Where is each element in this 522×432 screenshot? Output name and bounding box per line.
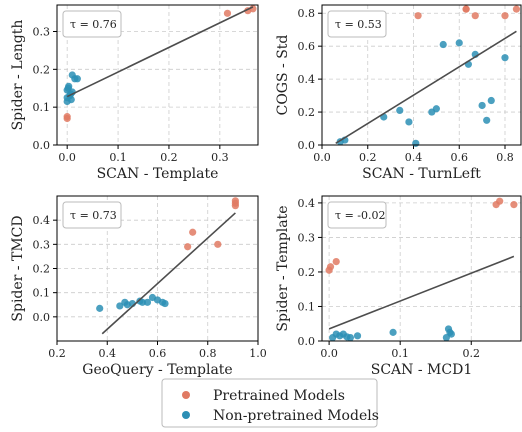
x-tick-label: 0.6 xyxy=(450,151,468,164)
x-tick-label: 0.0 xyxy=(313,151,331,164)
chart-panel-3: 0.2 0.4 0.6 0.8 1.0 0.0 0.1 0.2 0.3 0.4 τ = 0.73 Ge… xyxy=(10,196,267,378)
data-point-nonpretrained xyxy=(65,83,72,90)
y-tick-label: 0.0 xyxy=(33,311,51,324)
data-point-nonpretrained xyxy=(347,334,354,341)
regression-line xyxy=(329,256,514,329)
data-point-pretrained xyxy=(333,258,340,265)
regression-line xyxy=(336,31,517,143)
x-tick-label: 0.0 xyxy=(320,347,338,360)
x-axis-label: GeoQuery - Template xyxy=(82,362,232,378)
data-point-pretrained xyxy=(463,6,470,13)
data-point-pretrained xyxy=(501,12,508,19)
tau-annotation: τ = -0.02 xyxy=(328,202,386,228)
y-tick-label: 0.2 xyxy=(33,263,51,276)
data-point-nonpretrained xyxy=(389,329,396,336)
data-point-nonpretrained xyxy=(488,97,495,104)
y-axis-label: Spider - Length xyxy=(10,20,26,131)
data-point-nonpretrained xyxy=(405,118,412,125)
data-point-pretrained xyxy=(184,243,191,250)
x-tick-label: 0.3 xyxy=(211,151,229,164)
tau-text: τ = -0.02 xyxy=(335,209,386,222)
data-point-nonpretrained xyxy=(483,117,490,124)
y-tick-label: 0.4 xyxy=(33,214,51,227)
data-point-pretrained xyxy=(496,198,503,205)
x-axis-label: SCAN - Template xyxy=(97,166,219,182)
y-tick-label: 0.2 xyxy=(33,63,51,76)
data-point-pretrained xyxy=(232,200,239,207)
x-tick-label: 0.4 xyxy=(405,151,423,164)
data-point-pretrained xyxy=(224,10,231,17)
tau-annotation: τ = 0.73 xyxy=(63,202,121,228)
chart-panel-1: 0.0 0.1 0.2 0.3 0.0 0.1 0.2 0.3 τ = 0.76 SCAN - T… xyxy=(10,5,258,182)
data-point-nonpretrained xyxy=(96,305,103,312)
y-tick-label: 0.1 xyxy=(33,287,51,300)
x-tick-label: 0.4 xyxy=(99,347,117,360)
tau-text: τ = 0.73 xyxy=(70,209,117,222)
chart-panel-4: 0.0 0.1 0.2 0.0 0.1 0.2 0.3 0.4 τ = -0.02 SCAN - … xyxy=(275,196,521,378)
data-point-pretrained xyxy=(472,12,479,19)
tau-annotation: τ = 0.53 xyxy=(328,11,386,37)
regression-line xyxy=(102,213,235,334)
y-axis-label: COGS - Std xyxy=(275,35,291,116)
data-point-pretrained xyxy=(510,201,517,208)
y-tick-label: 0.0 xyxy=(298,335,316,348)
x-tick-label: 0.2 xyxy=(359,151,377,164)
tau-text: τ = 0.76 xyxy=(70,18,117,31)
legend-label-pretrained: Pretrained Models xyxy=(213,388,345,404)
data-point-nonpretrained xyxy=(448,330,455,337)
y-tick-label: 0.2 xyxy=(298,266,316,279)
x-tick-label: 0.2 xyxy=(463,347,481,360)
y-tick-label: 0.1 xyxy=(33,101,51,114)
x-axis-label: SCAN - MCD1 xyxy=(371,362,472,378)
y-axis-label: Spider - TMCD xyxy=(10,215,26,321)
y-tick-label: 0.8 xyxy=(298,7,316,20)
legend-marker-pretrained xyxy=(182,391,190,399)
data-point-nonpretrained xyxy=(440,41,447,48)
data-point-nonpretrained xyxy=(354,332,361,339)
data-point-pretrained xyxy=(189,229,196,236)
data-point-nonpretrained xyxy=(74,75,81,82)
y-tick-label: 0.4 xyxy=(298,197,316,210)
data-point-pretrained xyxy=(414,12,421,19)
data-point-nonpretrained xyxy=(456,39,463,46)
data-point-pretrained xyxy=(513,6,520,13)
x-tick-label: 0.8 xyxy=(199,347,217,360)
data-point-nonpretrained xyxy=(501,54,508,61)
data-point-nonpretrained xyxy=(412,140,419,147)
chart-panel-2: 0.0 0.2 0.4 0.6 0.8 0.0 0.2 0.4 0.6 0.8 τ = 0.53 SC… xyxy=(275,5,521,182)
y-tick-label: 0.1 xyxy=(298,300,316,313)
data-point-nonpretrained xyxy=(396,107,403,114)
tau-annotation: τ = 0.76 xyxy=(63,11,121,37)
legend-label-nonpretrained: Non-pretrained Models xyxy=(213,408,379,424)
y-tick-label: 0.0 xyxy=(33,139,51,152)
legend: Pretrained Models Non-pretrained Models xyxy=(162,379,379,427)
x-tick-label: 0.1 xyxy=(391,347,409,360)
data-point-nonpretrained xyxy=(161,300,168,307)
y-tick-label: 0.0 xyxy=(298,139,316,152)
tau-text: τ = 0.53 xyxy=(335,18,382,31)
x-tick-label: 0.2 xyxy=(160,151,178,164)
data-point-pretrained xyxy=(327,263,334,270)
data-point-pretrained xyxy=(214,241,221,248)
y-tick-label: 0.6 xyxy=(298,40,316,53)
y-axis-label: Spider - Template xyxy=(275,205,291,331)
x-tick-label: 0.1 xyxy=(109,151,127,164)
legend-marker-nonpretrained xyxy=(182,411,190,419)
y-tick-label: 0.3 xyxy=(33,25,51,38)
y-tick-label: 0.4 xyxy=(298,73,316,86)
y-tick-label: 0.3 xyxy=(33,238,51,251)
x-tick-label: 0.8 xyxy=(496,151,514,164)
data-point-pretrained xyxy=(64,113,71,120)
x-axis-label: SCAN - TurnLeft xyxy=(362,166,481,182)
x-tick-label: 0.2 xyxy=(48,347,66,360)
y-tick-label: 0.2 xyxy=(298,106,316,119)
x-tick-label: 0.6 xyxy=(149,347,167,360)
x-tick-label: 1.0 xyxy=(249,347,267,360)
data-point-nonpretrained xyxy=(433,105,440,112)
data-point-nonpretrained xyxy=(479,102,486,109)
y-tick-label: 0.3 xyxy=(298,231,316,244)
x-tick-label: 0.0 xyxy=(58,151,76,164)
